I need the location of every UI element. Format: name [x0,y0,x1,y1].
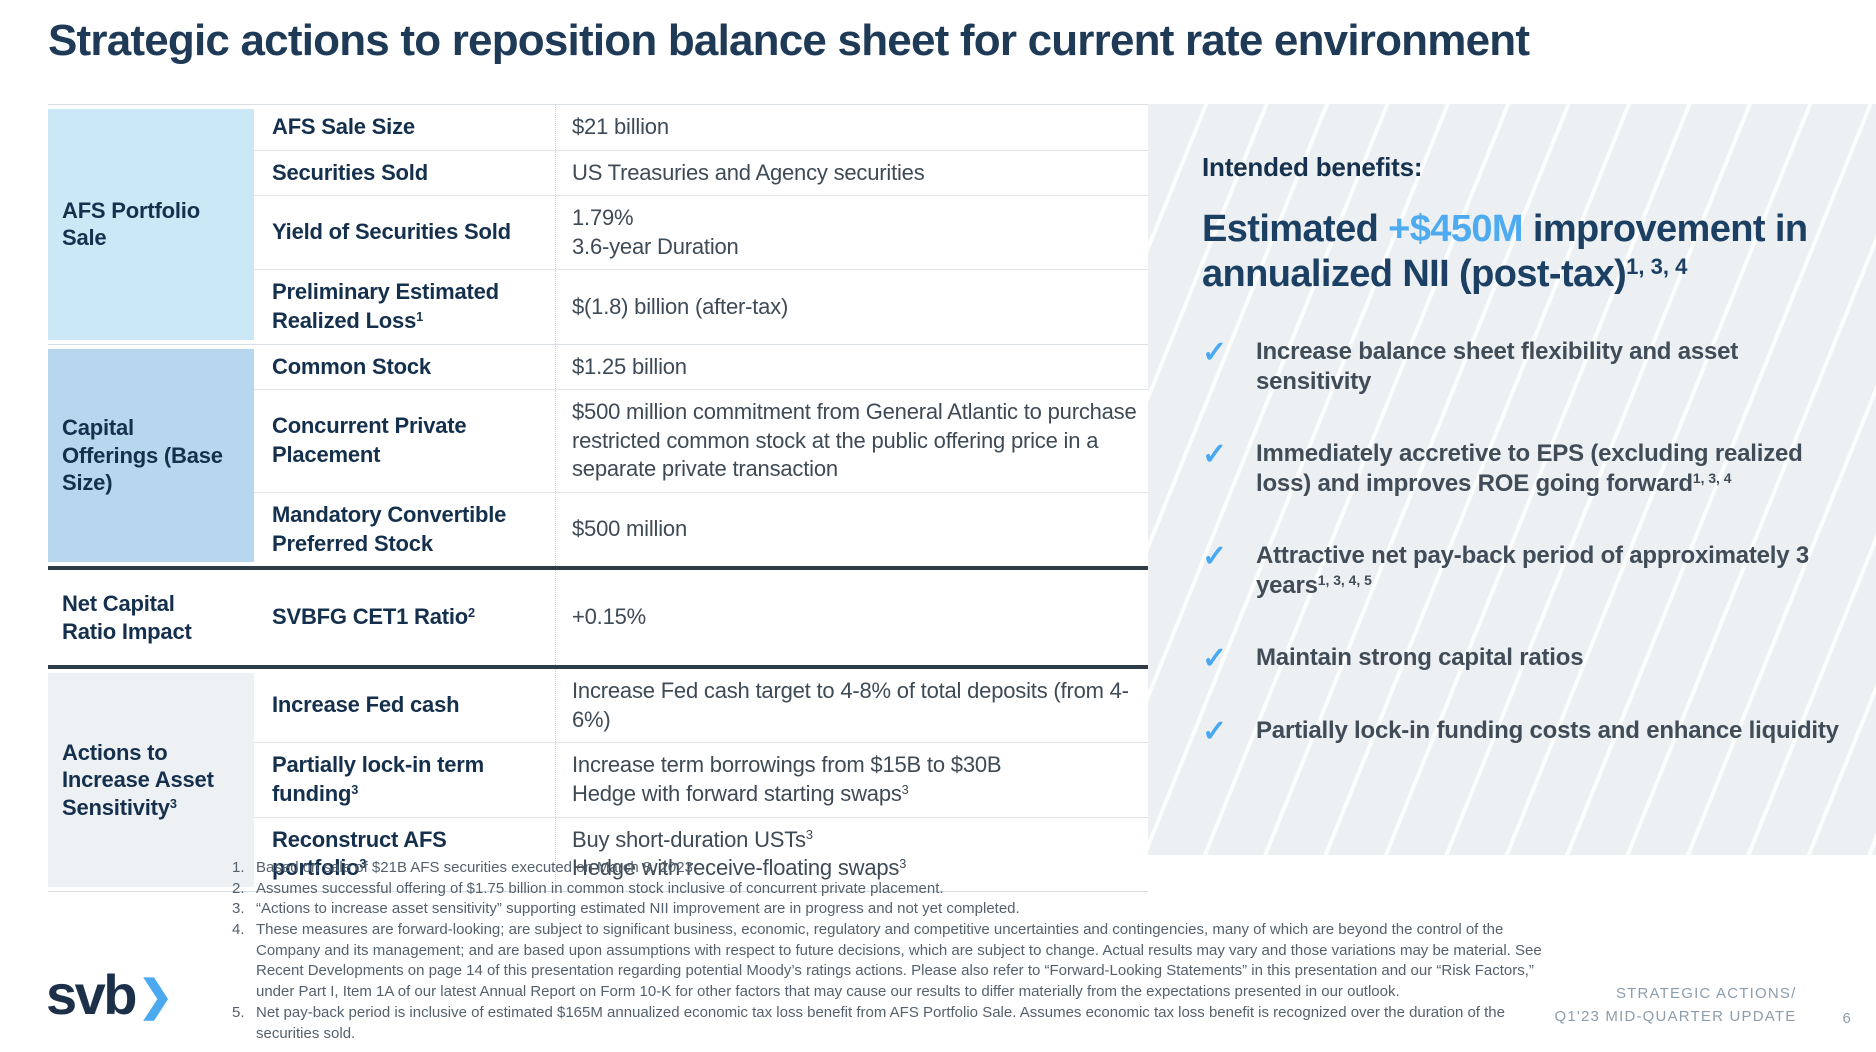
svb-logo: svb ❯ [46,962,173,1027]
category-label: Capital Offerings (Base Size) [62,415,223,496]
row-value: $21 billion [572,114,669,139]
footnote-text: “Actions to increase asset sensitivity” … [256,900,1020,918]
row-value: Buy short-duration USTs3 Hedge with rece… [572,826,907,881]
strategic-actions-table: AFS Portfolio Sale AFS Sale Size $21 bil… [48,104,1148,892]
row-label: AFS Sale Size [254,105,556,150]
benefits-headline: Estimated +$450M improvement in annualiz… [1202,207,1862,297]
table-row: Yield of Securities Sold 1.79% 3.6-year … [254,195,1148,270]
headline-part1: Estimated [1202,208,1389,250]
section-rows: Increase Fed cash Increase Fed cash targ… [254,669,1148,891]
list-item-text: Attractive net pay-back period of approx… [1256,541,1810,599]
footnote-text: Net pay-back period is inclusive of esti… [256,1003,1505,1042]
list-item: ✓ Maintain strong capital ratios [1202,643,1842,674]
row-label: SVBFG CET1 Ratio2 [254,570,556,666]
row-value: US Treasuries and Agency securities [572,159,925,185]
row-label: Yield of Securities Sold [254,196,556,270]
checkmark-icon: ✓ [1202,714,1228,748]
list-item-text: Increase balance sheet flexibility and a… [1256,337,1739,395]
footer-line-2: Q1'23 MID-QUARTER UPDATE [1554,1008,1797,1026]
row-label: Mandatory Convertible Preferred Stock [254,492,556,567]
row-value: $1.25 billion [572,353,687,379]
footnote: 3. “Actions to increase asset sensitivit… [232,899,1547,920]
page-number: 6 [1842,1009,1852,1027]
table-row: SVBFG CET1 Ratio2 +0.15% [254,570,1148,666]
chevron-right-icon: ❯ [138,972,174,1019]
headline-part2: improvement in annualized NII (post-tax)… [1202,208,1808,295]
footnote: 4. These measures are forward-looking; a… [232,920,1547,1003]
benefits-heading: Intended benefits: [1202,152,1423,182]
list-item-text: Immediately accretive to EPS (excluding … [1256,439,1803,497]
footnote: 5. Net pay-back period is inclusive of e… [232,1003,1547,1044]
table-row: Increase Fed cash Increase Fed cash targ… [254,669,1148,743]
checkmark-icon: ✓ [1202,437,1228,471]
table-row: Common Stock $1.25 billion [254,344,1148,390]
row-value: Increase Fed cash target to 4-8% of tota… [572,678,1129,732]
footnote-text: Assumes successful offering of $1.75 bil… [256,879,944,897]
row-value: 1.79% 3.6-year Duration [572,205,739,259]
row-value: $500 million commitment from General Atl… [572,399,1137,482]
table-row: Mandatory Convertible Preferred Stock $5… [254,491,1148,567]
footer-line-1: STRATEGIC ACTIONS/ [1615,985,1797,1002]
checkmark-icon: ✓ [1202,335,1228,369]
svb-logo-text: svb [46,963,138,1026]
footnote-text: Based on sale of $21B AFS securities exe… [256,859,698,876]
category-cell-afs-portfolio-sale: AFS Portfolio Sale [48,105,254,344]
list-item: ✓ Partially lock-in funding costs and en… [1202,716,1842,747]
category-cell-net-capital-ratio: Net Capital Ratio Impact [48,570,254,666]
row-value: Increase term borrowings from $15B to $3… [572,752,1002,806]
row-value: $500 million [572,516,688,542]
row-value: +0.15% [572,604,647,630]
row-label: Partially lock-in term funding3 [254,743,556,817]
headline-highlight: +$450M [1388,208,1523,250]
footnote-number: 4. [232,921,245,939]
panel-content: Intended benefits: Estimated +$450M impr… [1148,104,1876,747]
table-row: Concurrent Private Placement $500 millio… [254,389,1148,492]
benefits-list: ✓ Increase balance sheet flexibility and… [1202,337,1842,747]
footnote-number: 5. [232,1003,245,1021]
table-row: Partially lock-in term funding3 Increase… [254,742,1148,817]
row-label: Increase Fed cash [254,669,556,743]
table-row: AFS Sale Size $21 billion [254,105,1148,150]
checkmark-icon: ✓ [1202,641,1228,675]
table-section-asset-sensitivity: Actions to Increase Asset Sensitivity3 I… [48,665,1148,891]
category-label: Net Capital Ratio Impact [62,591,192,644]
list-item: ✓ Attractive net pay-back period of appr… [1202,541,1842,601]
row-label: Securities Sold [254,150,556,196]
row-value: $(1.8) billion (after-tax) [572,293,789,319]
category-label: Actions to Increase Asset Sensitivity3 [62,739,214,820]
row-label: Reconstruct AFS portfolio3 [254,817,556,891]
table-section-net-capital-ratio: Net Capital Ratio Impact SVBFG CET1 Rati… [48,566,1148,666]
intended-benefits-panel: Intended benefits: Estimated +$450M impr… [1148,104,1876,855]
footnote: 1. Based on sale of $21B AFS securities … [232,858,1547,879]
slide-title: Strategic actions to reposition balance … [48,16,1530,65]
table-row: Preliminary Estimated Realized Loss1 $(1… [254,269,1148,344]
category-cell-capital-offerings: Capital Offerings (Base Size) [48,344,254,567]
checkmark-icon: ✓ [1202,539,1228,573]
row-label: Concurrent Private Placement [254,390,556,492]
section-rows: AFS Sale Size $21 billion Securities Sol… [254,105,1148,344]
footer-text: STRATEGIC ACTIONS/ Q1'23 MID-QUARTER UPD… [1554,982,1796,1029]
list-item-text: Partially lock-in funding costs and enha… [1256,716,1839,744]
section-rows: SVBFG CET1 Ratio2 +0.15% [254,570,1148,666]
section-rows: Common Stock $1.25 billion Concurrent Pr… [254,344,1148,567]
footnote-text: These measures are forward-looking; are … [256,921,1542,1001]
table-section-capital-offerings: Capital Offerings (Base Size) Common Sto… [48,343,1148,567]
category-label: AFS Portfolio Sale [62,197,200,251]
footnote-number: 1. [232,859,245,876]
table-row: Reconstruct AFS portfolio3 Buy short-dur… [254,816,1148,891]
list-item: ✓ Immediately accretive to EPS (excludin… [1202,439,1842,499]
category-cell-asset-sensitivity: Actions to Increase Asset Sensitivity3 [48,669,254,891]
footnotes: 1. Based on sale of $21B AFS securities … [232,858,1547,1044]
footnote: 2. Assumes successful offering of $1.75 … [232,879,1547,900]
table-section-afs-portfolio-sale: AFS Portfolio Sale AFS Sale Size $21 bil… [48,105,1148,344]
row-label: Preliminary Estimated Realized Loss1 [254,270,556,344]
footnote-number: 3. [232,900,245,918]
footnote-number: 2. [232,879,245,897]
list-item-text: Maintain strong capital ratios [1256,643,1584,671]
list-item: ✓ Increase balance sheet flexibility and… [1202,337,1842,397]
row-label: Common Stock [254,344,556,390]
table-row: Securities Sold US Treasuries and Agency… [254,149,1148,196]
slide-footer: STRATEGIC ACTIONS/ Q1'23 MID-QUARTER UPD… [1554,982,1852,1029]
